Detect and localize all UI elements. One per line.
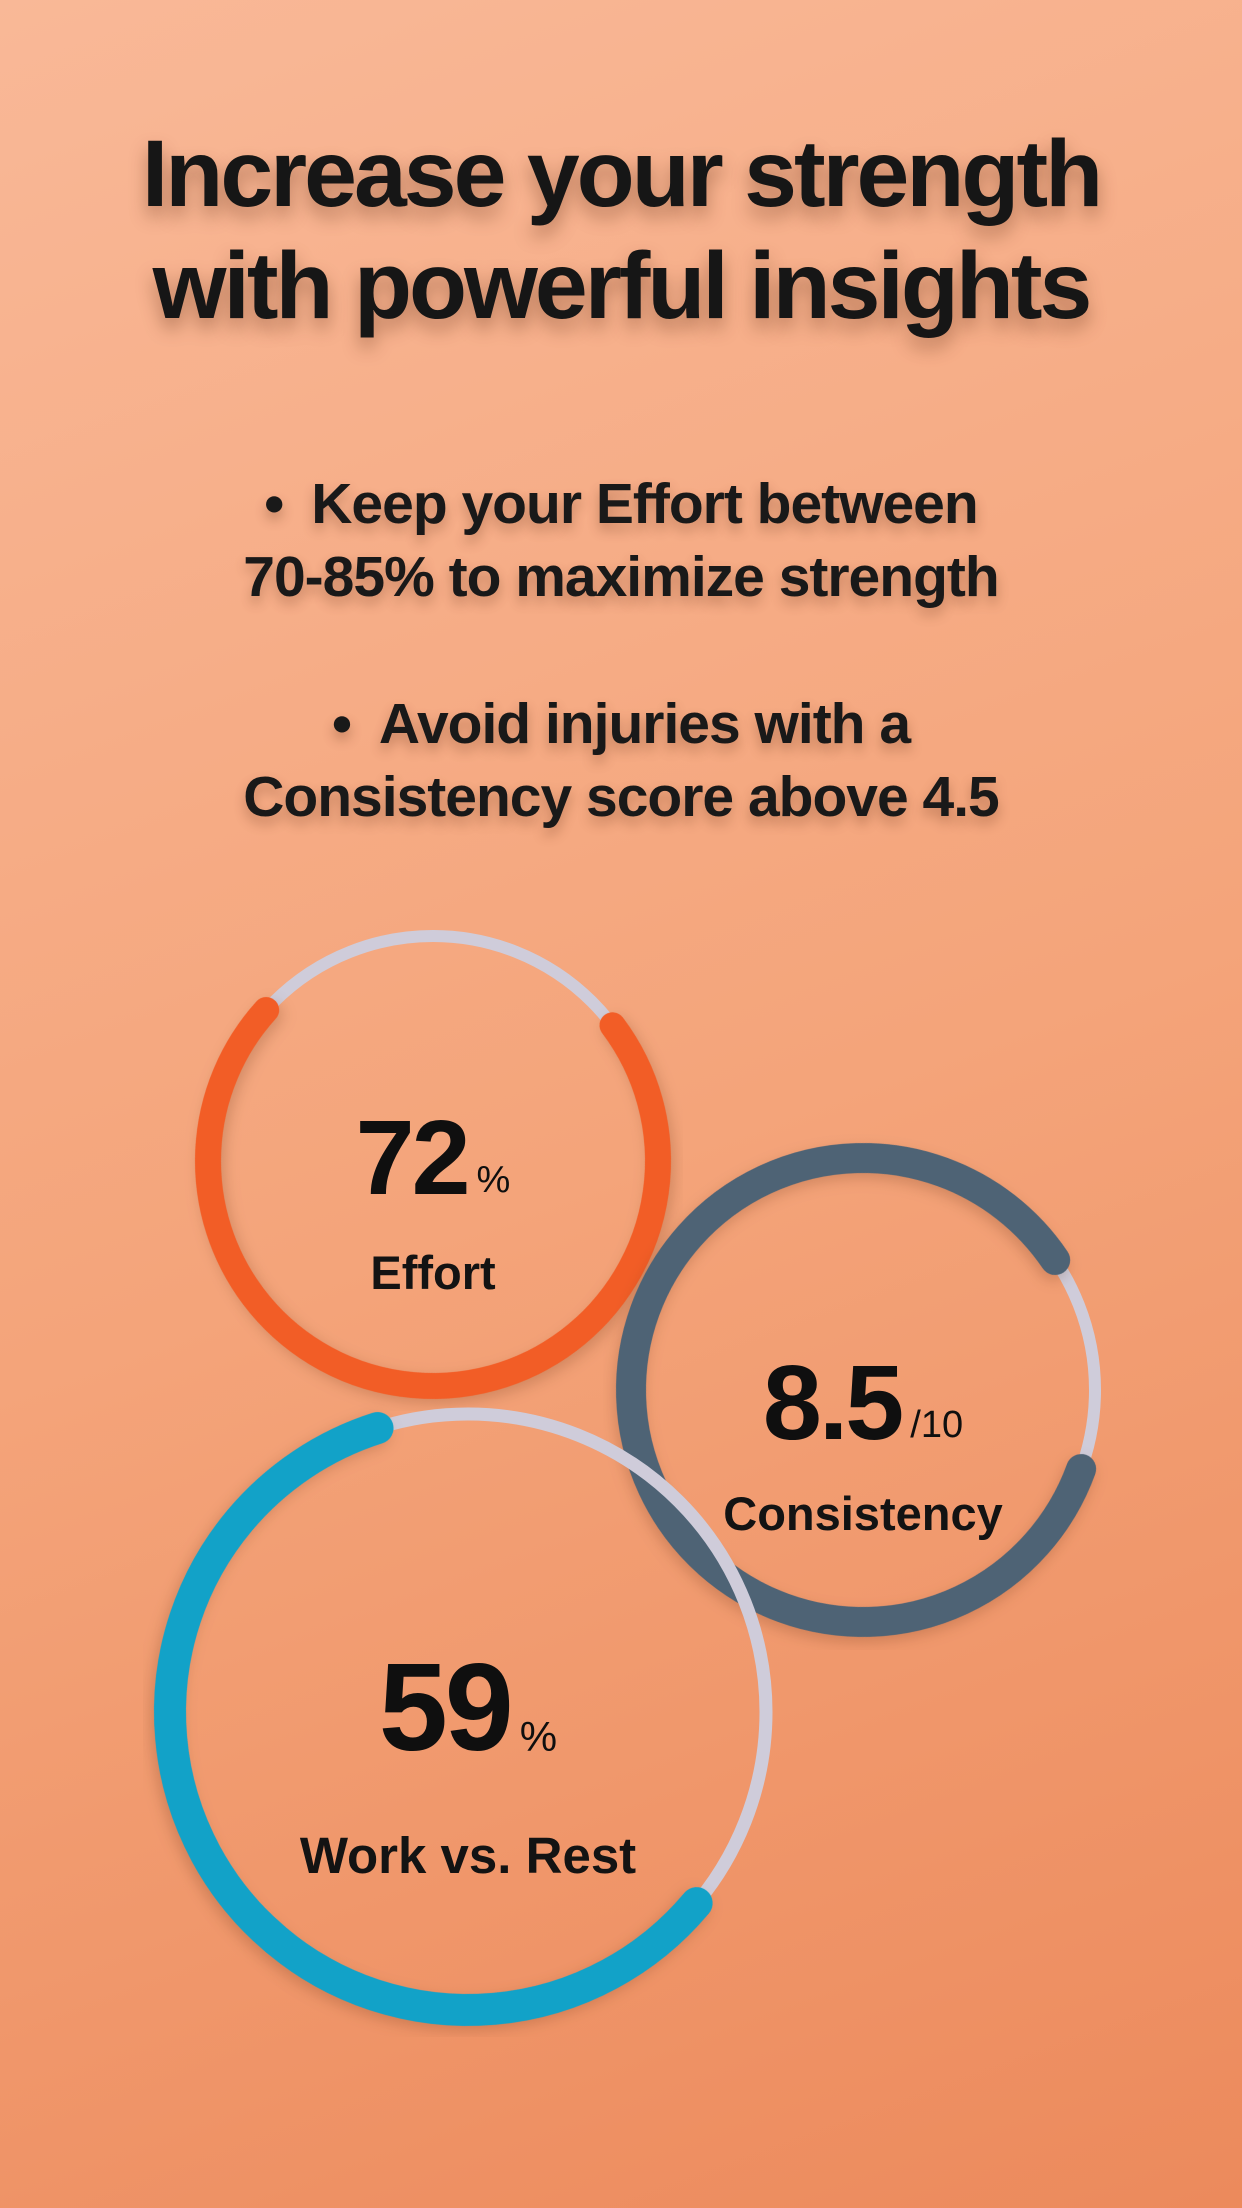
consistency-readout: 8.5 /10 Consistency bbox=[603, 1350, 1123, 1541]
bullet-consistency-tip: • Avoid injuries with a Consistency score… bbox=[0, 688, 1242, 834]
bullet-effort-tip: • Keep your Effort between 70-85% to maxi… bbox=[0, 468, 1242, 614]
work-vs-rest-value: 59 bbox=[378, 1639, 514, 1777]
bullet-effort-text-1: Keep your Effort between bbox=[311, 472, 978, 536]
effort-unit: % bbox=[476, 1159, 511, 1201]
effort-gauge-ring bbox=[194, 923, 671, 1399]
effort-value: 72 bbox=[355, 1099, 471, 1217]
gauge-arc bbox=[616, 1143, 1110, 1637]
bullet-consistency-line-1: • Avoid injuries with a bbox=[0, 688, 1242, 761]
work-vs-rest-label: Work vs. Rest bbox=[299, 1827, 637, 1884]
work-vs-rest-value-row: 59 % bbox=[143, 1646, 793, 1770]
work-vs-rest-readout: 59 % Work vs. Rest bbox=[143, 1646, 793, 1885]
effort-label: Effort bbox=[370, 1246, 496, 1299]
bullet-effort-line-2: 70-85% to maximize strength bbox=[243, 544, 999, 609]
work-vs-rest-gauge-ring bbox=[154, 1398, 782, 2026]
effort-value-row: 72 % bbox=[183, 1105, 683, 1211]
consistency-value-row: 8.5 /10 bbox=[603, 1350, 1123, 1456]
consistency-value: 8.5 bbox=[762, 1344, 904, 1462]
consistency-gauge-ring bbox=[616, 1143, 1110, 1637]
effort-gauge: 72 % Effort bbox=[183, 911, 683, 1411]
bullet-dot: • bbox=[264, 472, 284, 536]
gauge-arc bbox=[154, 1398, 782, 2026]
gauge-arc bbox=[194, 923, 671, 1399]
bullet-consistency-text-1: Avoid injuries with a bbox=[378, 692, 911, 756]
consistency-unit: /10 bbox=[910, 1404, 964, 1446]
headline-line-2: with powerful insights bbox=[152, 233, 1093, 340]
consistency-gauge: 8.5 /10 Consistency bbox=[603, 1130, 1123, 1650]
bullet-consistency-line-2: Consistency score above 4.5 bbox=[243, 764, 1000, 829]
consistency-label: Consistency bbox=[723, 1487, 1003, 1540]
work-vs-rest-gauge: 59 % Work vs. Rest bbox=[143, 1387, 793, 2037]
work-vs-rest-unit: % bbox=[519, 1713, 558, 1760]
headline: Increase your strength with powerful ins… bbox=[0, 118, 1242, 342]
bullet-dot: • bbox=[331, 692, 352, 756]
bullet-effort-line-1: • Keep your Effort between bbox=[0, 468, 1242, 541]
effort-readout: 72 % Effort bbox=[183, 1105, 683, 1300]
headline-line-1: Increase your strength bbox=[141, 121, 1103, 227]
